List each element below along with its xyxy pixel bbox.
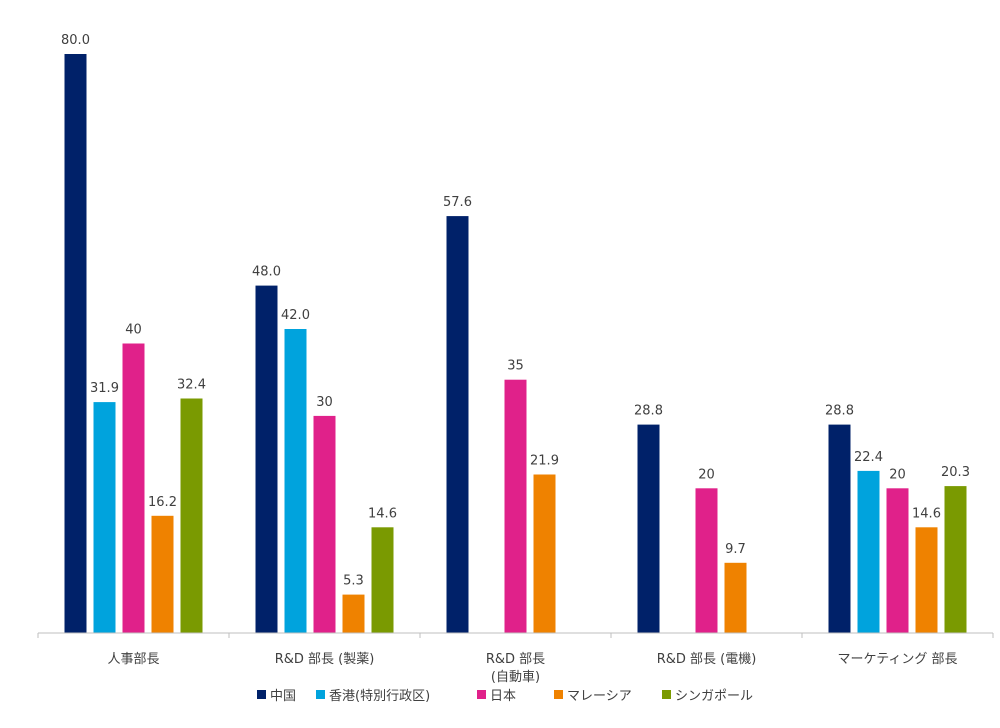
- bar-1-4: [151, 515, 174, 633]
- bar-4-4: [724, 562, 747, 633]
- bars: [64, 54, 967, 634]
- x-axis-ticks: [37, 633, 994, 638]
- bar-2-3: [313, 415, 336, 633]
- data-label-1-2: 31.9: [90, 381, 119, 396]
- category-label-3: R&D 部長: [486, 652, 545, 667]
- data-label-2-5: 14.6: [368, 506, 397, 521]
- bar-2-2: [284, 329, 307, 633]
- bar-4-1: [637, 424, 660, 633]
- legend-label-3: 日本: [490, 689, 516, 704]
- data-label-1-4: 16.2: [148, 495, 177, 510]
- x-axis-category-labels: 人事部長 R&D 部長 (製薬) R&D 部長 (自動車) R&D 部長 (電機) マーケ…: [107, 652, 957, 685]
- data-label-3-3: 35: [507, 359, 524, 374]
- data-label-2-1: 48.0: [252, 265, 281, 280]
- bar-3-3: [504, 379, 527, 633]
- legend: 中国 香港(特別行政区) 日本 マレーシア シンガポール: [257, 689, 753, 704]
- data-label-2-4: 5.3: [343, 574, 364, 589]
- category-label-3: (自動車): [491, 670, 540, 685]
- category-label-1: 人事部長: [107, 652, 159, 667]
- legend-swatch-1: [257, 690, 266, 699]
- bar-2-5: [371, 527, 394, 633]
- data-label-1-1: 80.0: [61, 33, 90, 48]
- legend-swatch-3: [477, 690, 486, 699]
- data-label-3-1: 57.6: [443, 195, 472, 210]
- data-label-5-1: 28.8: [825, 404, 854, 419]
- category-label-4: R&D 部長 (電機): [657, 652, 757, 667]
- legend-label-2: 香港(特別行政区): [329, 689, 430, 704]
- data-label-4-4: 9.7: [725, 542, 746, 557]
- bar-5-2: [857, 470, 880, 633]
- legend-swatch-4: [554, 690, 563, 699]
- data-label-5-2: 22.4: [854, 450, 883, 465]
- data-label-1-5: 32.4: [177, 378, 206, 393]
- bar-2-4: [342, 594, 365, 633]
- data-label-2-3: 30: [316, 395, 333, 410]
- category-label-2: R&D 部長 (製薬): [275, 652, 375, 667]
- data-label-5-4: 14.6: [912, 506, 941, 521]
- bar-1-1: [64, 54, 87, 633]
- data-label-1-3: 40: [125, 323, 142, 338]
- data-label-4-3: 20: [698, 467, 715, 482]
- bar-5-4: [915, 527, 938, 633]
- data-label-2-2: 42.0: [281, 308, 310, 323]
- legend-label-5: シンガポール: [675, 689, 753, 704]
- data-label-4-1: 28.8: [634, 404, 663, 419]
- bar-1-5: [180, 398, 203, 633]
- category-label-5: マーケティング 部長: [837, 652, 957, 667]
- legend-swatch-5: [662, 690, 671, 699]
- legend-label-1: 中国: [270, 689, 296, 704]
- bar-3-4: [533, 474, 556, 633]
- data-labels: 80.0 31.9 40 16.2 32.4 48.0 42.0 30 5.3 14.6 57.6 3…: [61, 33, 970, 589]
- data-label-5-5: 20.3: [941, 465, 970, 480]
- bar-1-2: [93, 402, 116, 633]
- bar-5-3: [886, 488, 909, 634]
- legend-swatch-2: [316, 690, 325, 699]
- bar-1-3: [122, 343, 145, 633]
- bar-5-1: [828, 424, 851, 633]
- data-label-3-4: 21.9: [530, 454, 559, 469]
- bar-3-1: [446, 216, 469, 633]
- bar-2-1: [255, 285, 278, 633]
- data-label-5-3: 20: [889, 467, 906, 482]
- legend-label-4: マレーシア: [567, 689, 632, 704]
- bar-4-3: [695, 488, 718, 634]
- bar-5-5: [944, 486, 967, 633]
